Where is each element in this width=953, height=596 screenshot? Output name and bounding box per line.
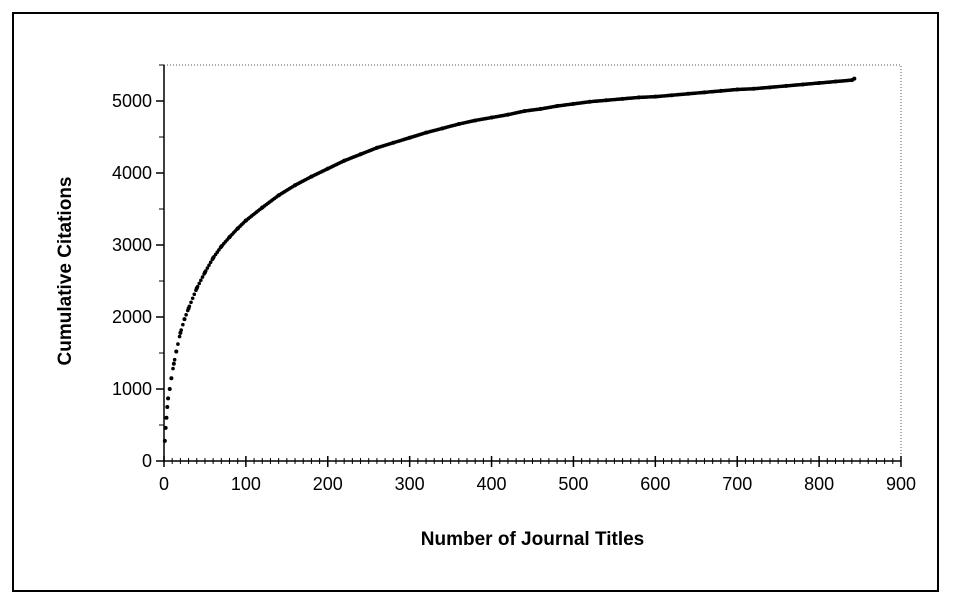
data-point [207, 263, 211, 267]
data-point [194, 288, 198, 293]
x-tick-label: 700 [722, 474, 752, 494]
data-point [199, 278, 203, 283]
data-point [174, 349, 179, 354]
data-point [163, 439, 167, 443]
data-point [192, 292, 197, 297]
x-tick-label: 800 [804, 474, 834, 494]
y-tick-label: 0 [142, 451, 152, 471]
data-point [189, 300, 193, 305]
data-point [181, 322, 185, 327]
x-tick-label: 500 [558, 474, 588, 494]
x-tick-label: 900 [886, 474, 916, 494]
data-point [171, 366, 175, 371]
data-point [187, 304, 192, 309]
y-axis-title: Cumulative Citations [55, 177, 76, 366]
data-point [190, 296, 195, 301]
data-point [171, 361, 176, 366]
data-point [172, 357, 177, 362]
data-point [176, 342, 180, 346]
scatter-chart: 0 100 200 300 400 500 600 700 800 900 0 1000 2000 300… [55, 64, 916, 550]
x-axis-title: Number of Journal Titles [421, 529, 644, 550]
x-tick-label: 600 [640, 474, 670, 494]
data-point [167, 387, 172, 391]
data-point [163, 425, 168, 430]
data-point [203, 269, 208, 273]
data-point [164, 416, 169, 420]
x-tick-label: 300 [395, 474, 425, 494]
data-point [182, 317, 187, 321]
x-tick-label: 100 [231, 474, 261, 494]
chart-frame: 0 100 200 300 400 500 600 700 800 900 0 1000 2000 300… [12, 12, 939, 592]
x-tick-label: 200 [313, 474, 343, 494]
y-tick-label: 3000 [112, 235, 152, 255]
data-point [210, 257, 215, 262]
y-tick-label: 5000 [112, 91, 152, 111]
plot-area-border [163, 64, 902, 462]
data-point [208, 260, 213, 265]
data-point [195, 284, 200, 289]
data-point [197, 281, 202, 286]
data-point [169, 376, 174, 381]
x-tick-label: 0 [159, 474, 169, 494]
data-point [177, 334, 182, 339]
data-point [852, 76, 857, 81]
y-tick-label: 1000 [112, 379, 152, 399]
data-point [166, 396, 170, 401]
data-point [165, 405, 170, 409]
x-tick-label: 400 [477, 474, 507, 494]
data-point [202, 272, 206, 276]
y-tick-label: 2000 [112, 307, 152, 327]
data-point [200, 275, 205, 279]
data-point [205, 266, 210, 270]
y-tick-label: 4000 [112, 163, 152, 183]
data-point [184, 313, 188, 317]
data-point [185, 308, 190, 313]
data-point [179, 328, 183, 332]
